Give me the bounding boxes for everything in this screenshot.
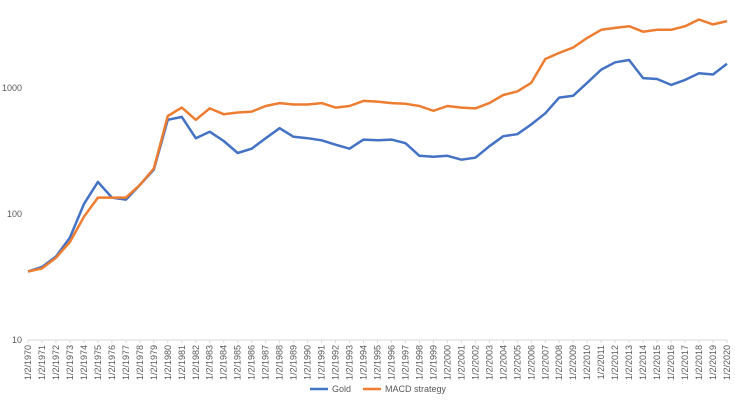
x-tick-label: 1/2/1996 xyxy=(386,345,396,380)
x-tick-label: 1/2/2019 xyxy=(708,345,718,380)
x-tick-label: 1/2/1981 xyxy=(177,345,187,380)
x-tick-label: 1/2/2016 xyxy=(666,345,676,380)
x-tick-label: 1/2/1982 xyxy=(191,345,201,380)
x-tick-label: 1/2/2010 xyxy=(582,345,592,380)
x-tick-label: 1/2/1992 xyxy=(331,345,341,380)
x-tick-label: 1/2/2005 xyxy=(512,345,522,380)
x-tick-label: 1/2/1997 xyxy=(400,345,410,380)
line-series xyxy=(27,58,728,273)
x-tick-label: 1/2/2012 xyxy=(610,345,620,380)
x-tick-label: 1/2/1989 xyxy=(289,345,299,380)
x-tick-label: 1/2/1975 xyxy=(93,345,103,380)
x-tick-label: 1/2/1999 xyxy=(428,345,438,380)
x-tick-label: 1/2/2013 xyxy=(624,345,634,380)
x-tick-label: 1/2/2002 xyxy=(470,345,480,380)
x-tick-label: 1/2/2006 xyxy=(526,345,536,380)
y-tick-label: 10 xyxy=(12,335,22,345)
x-tick-label: 1/2/2014 xyxy=(638,345,648,380)
x-tick-label: 1/2/1995 xyxy=(373,345,383,380)
x-tick-label: 1/2/1987 xyxy=(261,345,271,380)
x-tick-label: 1/2/2020 xyxy=(722,345,732,380)
x-tick-label: 1/2/1974 xyxy=(79,345,89,380)
x-tick-label: 1/2/2001 xyxy=(456,345,466,380)
x-tick-label: 1/2/1976 xyxy=(107,345,117,380)
legend-label: Gold xyxy=(332,384,351,394)
x-tick-label: 1/2/1990 xyxy=(303,345,313,380)
x-tick-label: 1/2/1978 xyxy=(135,345,145,380)
x-tick-label: 1/2/2009 xyxy=(568,345,578,380)
x-tick-label: 1/2/1984 xyxy=(219,345,229,380)
x-tick-label: 1/2/1977 xyxy=(121,345,131,380)
x-tick-label: 1/2/1985 xyxy=(233,345,243,380)
x-tick-label: 1/2/2000 xyxy=(442,345,452,380)
x-tick-label: 1/2/2008 xyxy=(554,345,564,380)
x-tick-label: 1/2/1973 xyxy=(65,345,75,380)
y-tick-label: 1000 xyxy=(2,83,22,93)
legend-label: MACD strategy xyxy=(385,384,447,394)
x-tick-label: 1/2/1998 xyxy=(414,345,424,380)
x-tick-label: 1/2/2017 xyxy=(680,345,690,380)
x-tick-label: 1/2/1971 xyxy=(37,345,47,380)
x-tick-label: 1/2/1988 xyxy=(275,345,285,380)
x-tick-label: 1/2/1972 xyxy=(51,345,61,380)
x-tick-label: 1/2/1986 xyxy=(247,345,257,380)
x-tick-label: 1/2/1970 xyxy=(23,345,33,380)
x-tick-label: 1/2/1993 xyxy=(345,345,355,380)
x-tick-label: 1/2/1980 xyxy=(163,345,173,380)
line-series xyxy=(27,18,728,273)
x-tick-label: 1/2/1979 xyxy=(149,345,159,380)
x-tick-label: 1/2/1983 xyxy=(205,345,215,380)
x-tick-label: 1/2/2003 xyxy=(484,345,494,380)
x-tick-label: 1/2/2011 xyxy=(596,345,606,379)
x-tick-label: 1/2/2015 xyxy=(652,345,662,380)
x-tick-label: 1/2/2004 xyxy=(498,345,508,380)
x-tick-label: 1/2/2007 xyxy=(540,345,550,380)
y-tick-label: 100 xyxy=(7,209,22,219)
x-tick-label: 1/2/1991 xyxy=(317,345,327,380)
x-tick-label: 1/2/2018 xyxy=(694,345,704,380)
x-tick-label: 1/2/1994 xyxy=(359,345,369,380)
